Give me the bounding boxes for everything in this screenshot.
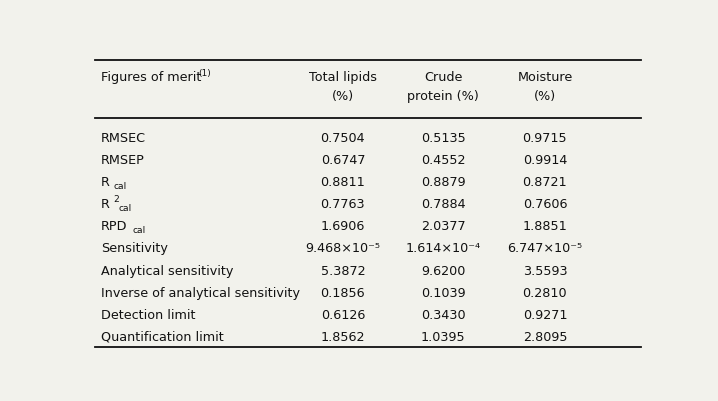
Text: 3.5593: 3.5593	[523, 264, 567, 277]
Text: cal: cal	[118, 204, 131, 213]
Text: 0.8811: 0.8811	[320, 176, 365, 188]
Text: RMSEC: RMSEC	[101, 132, 146, 144]
Text: R: R	[101, 198, 110, 211]
Text: 0.8879: 0.8879	[421, 176, 465, 188]
Text: 0.7504: 0.7504	[321, 132, 365, 144]
Text: 1.8562: 1.8562	[321, 330, 365, 343]
Text: (%): (%)	[534, 89, 556, 103]
Text: Crude: Crude	[424, 71, 462, 84]
Text: Figures of merit: Figures of merit	[101, 71, 201, 84]
Text: cal: cal	[113, 182, 126, 190]
Text: (%): (%)	[332, 89, 354, 103]
Text: cal: cal	[133, 226, 146, 235]
Text: Analytical sensitivity: Analytical sensitivity	[101, 264, 233, 277]
Text: 0.6126: 0.6126	[321, 308, 365, 321]
Text: 0.7884: 0.7884	[421, 198, 465, 211]
Text: 1.6906: 1.6906	[321, 220, 365, 233]
Text: RMSEP: RMSEP	[101, 154, 145, 166]
Text: 2.0377: 2.0377	[421, 220, 465, 233]
Text: Total lipids: Total lipids	[309, 71, 377, 84]
Text: 9.6200: 9.6200	[421, 264, 465, 277]
Text: 2.8095: 2.8095	[523, 330, 567, 343]
Text: 0.8721: 0.8721	[523, 176, 567, 188]
Text: 0.3430: 0.3430	[421, 308, 465, 321]
Text: 0.9914: 0.9914	[523, 154, 567, 166]
Text: RPD: RPD	[101, 220, 127, 233]
Text: 2: 2	[113, 194, 119, 203]
Text: 9.468×10⁻⁵: 9.468×10⁻⁵	[305, 242, 381, 255]
Text: 0.4552: 0.4552	[421, 154, 465, 166]
Text: Detection limit: Detection limit	[101, 308, 195, 321]
Text: 0.7763: 0.7763	[321, 198, 365, 211]
Text: (1): (1)	[198, 68, 211, 77]
Text: 0.9271: 0.9271	[523, 308, 567, 321]
Text: 5.3872: 5.3872	[321, 264, 365, 277]
Text: 0.1856: 0.1856	[321, 286, 365, 299]
Text: R: R	[101, 176, 110, 188]
Text: 1.0395: 1.0395	[421, 330, 465, 343]
Text: protein (%): protein (%)	[407, 89, 479, 103]
Text: Moisture: Moisture	[517, 71, 572, 84]
Text: 0.9715: 0.9715	[523, 132, 567, 144]
Text: 6.747×10⁻⁵: 6.747×10⁻⁵	[508, 242, 582, 255]
Text: Sensitivity: Sensitivity	[101, 242, 168, 255]
Text: 1.8851: 1.8851	[523, 220, 567, 233]
Text: 0.5135: 0.5135	[421, 132, 465, 144]
Text: Inverse of analytical sensitivity: Inverse of analytical sensitivity	[101, 286, 300, 299]
Text: 0.6747: 0.6747	[321, 154, 365, 166]
Text: 0.2810: 0.2810	[523, 286, 567, 299]
Text: 0.1039: 0.1039	[421, 286, 465, 299]
Text: 0.7606: 0.7606	[523, 198, 567, 211]
Text: 1.614×10⁻⁴: 1.614×10⁻⁴	[406, 242, 480, 255]
Text: Quantification limit: Quantification limit	[101, 330, 223, 343]
